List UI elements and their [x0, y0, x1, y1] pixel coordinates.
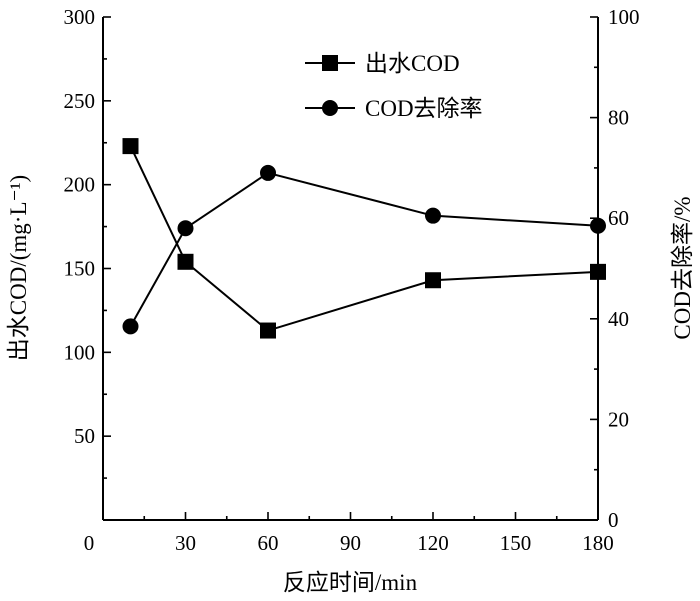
x-tick-label: 120	[417, 531, 449, 555]
x-axis-title: 反应时间/min	[283, 570, 418, 595]
circle-marker	[177, 220, 194, 237]
left-y-tick-label: 300	[64, 5, 96, 29]
right-y-tick-label: 100	[608, 5, 640, 29]
left-y-tick-label: 250	[64, 89, 96, 113]
x-tick-label: 0	[84, 531, 95, 555]
legend-label: COD去除率	[365, 96, 483, 121]
right-y-axis-title: COD去除率/%	[670, 196, 695, 339]
right-y-tick-label: 0	[608, 508, 619, 532]
series-layer	[122, 138, 606, 339]
series-line	[129, 171, 599, 327]
left-y-tick-label: 100	[64, 340, 96, 364]
series-effluent-cod	[122, 138, 606, 339]
legend-label: 出水COD	[365, 51, 460, 76]
x-tick-label: 60	[258, 531, 279, 555]
square-marker	[177, 253, 194, 270]
square-marker	[590, 263, 606, 280]
left-y-axis-title: 出水COD/(mg·L⁻¹)	[6, 175, 31, 361]
circle-marker	[260, 164, 276, 181]
square-marker	[122, 138, 139, 155]
series-cod-removal-rate	[122, 164, 606, 335]
right-y-tick-label: 20	[608, 407, 629, 431]
legend-item: 出水COD	[305, 51, 460, 76]
axes	[102, 17, 599, 521]
legend: 出水COD COD去除率	[305, 51, 483, 121]
left-y-tick-label: 50	[74, 424, 95, 448]
right-y-tick-label: 40	[608, 307, 629, 331]
circle-marker	[122, 318, 139, 335]
circle-marker	[590, 217, 606, 234]
circle-marker	[425, 207, 441, 224]
square-marker	[425, 272, 441, 289]
x-tick-label: 180	[582, 531, 614, 555]
x-tick-label: 150	[500, 531, 532, 555]
left-y-tick-label: 150	[64, 257, 96, 281]
x-tick-label: 30	[175, 531, 196, 555]
legend-circle-marker	[322, 100, 338, 116]
right-y-tick-label: 80	[608, 106, 629, 130]
legend-square-marker	[322, 55, 338, 71]
left-y-tick-label: 200	[64, 173, 96, 197]
square-marker	[260, 322, 276, 339]
x-tick-label: 90	[340, 531, 361, 555]
legend-item: COD去除率	[305, 96, 483, 121]
right-y-tick-label: 60	[608, 206, 629, 230]
series-line	[129, 145, 599, 332]
ticks: 0 30 60 90 120 150 180 50 100 150 200 250 300 0 20 40 60…	[64, 5, 640, 555]
